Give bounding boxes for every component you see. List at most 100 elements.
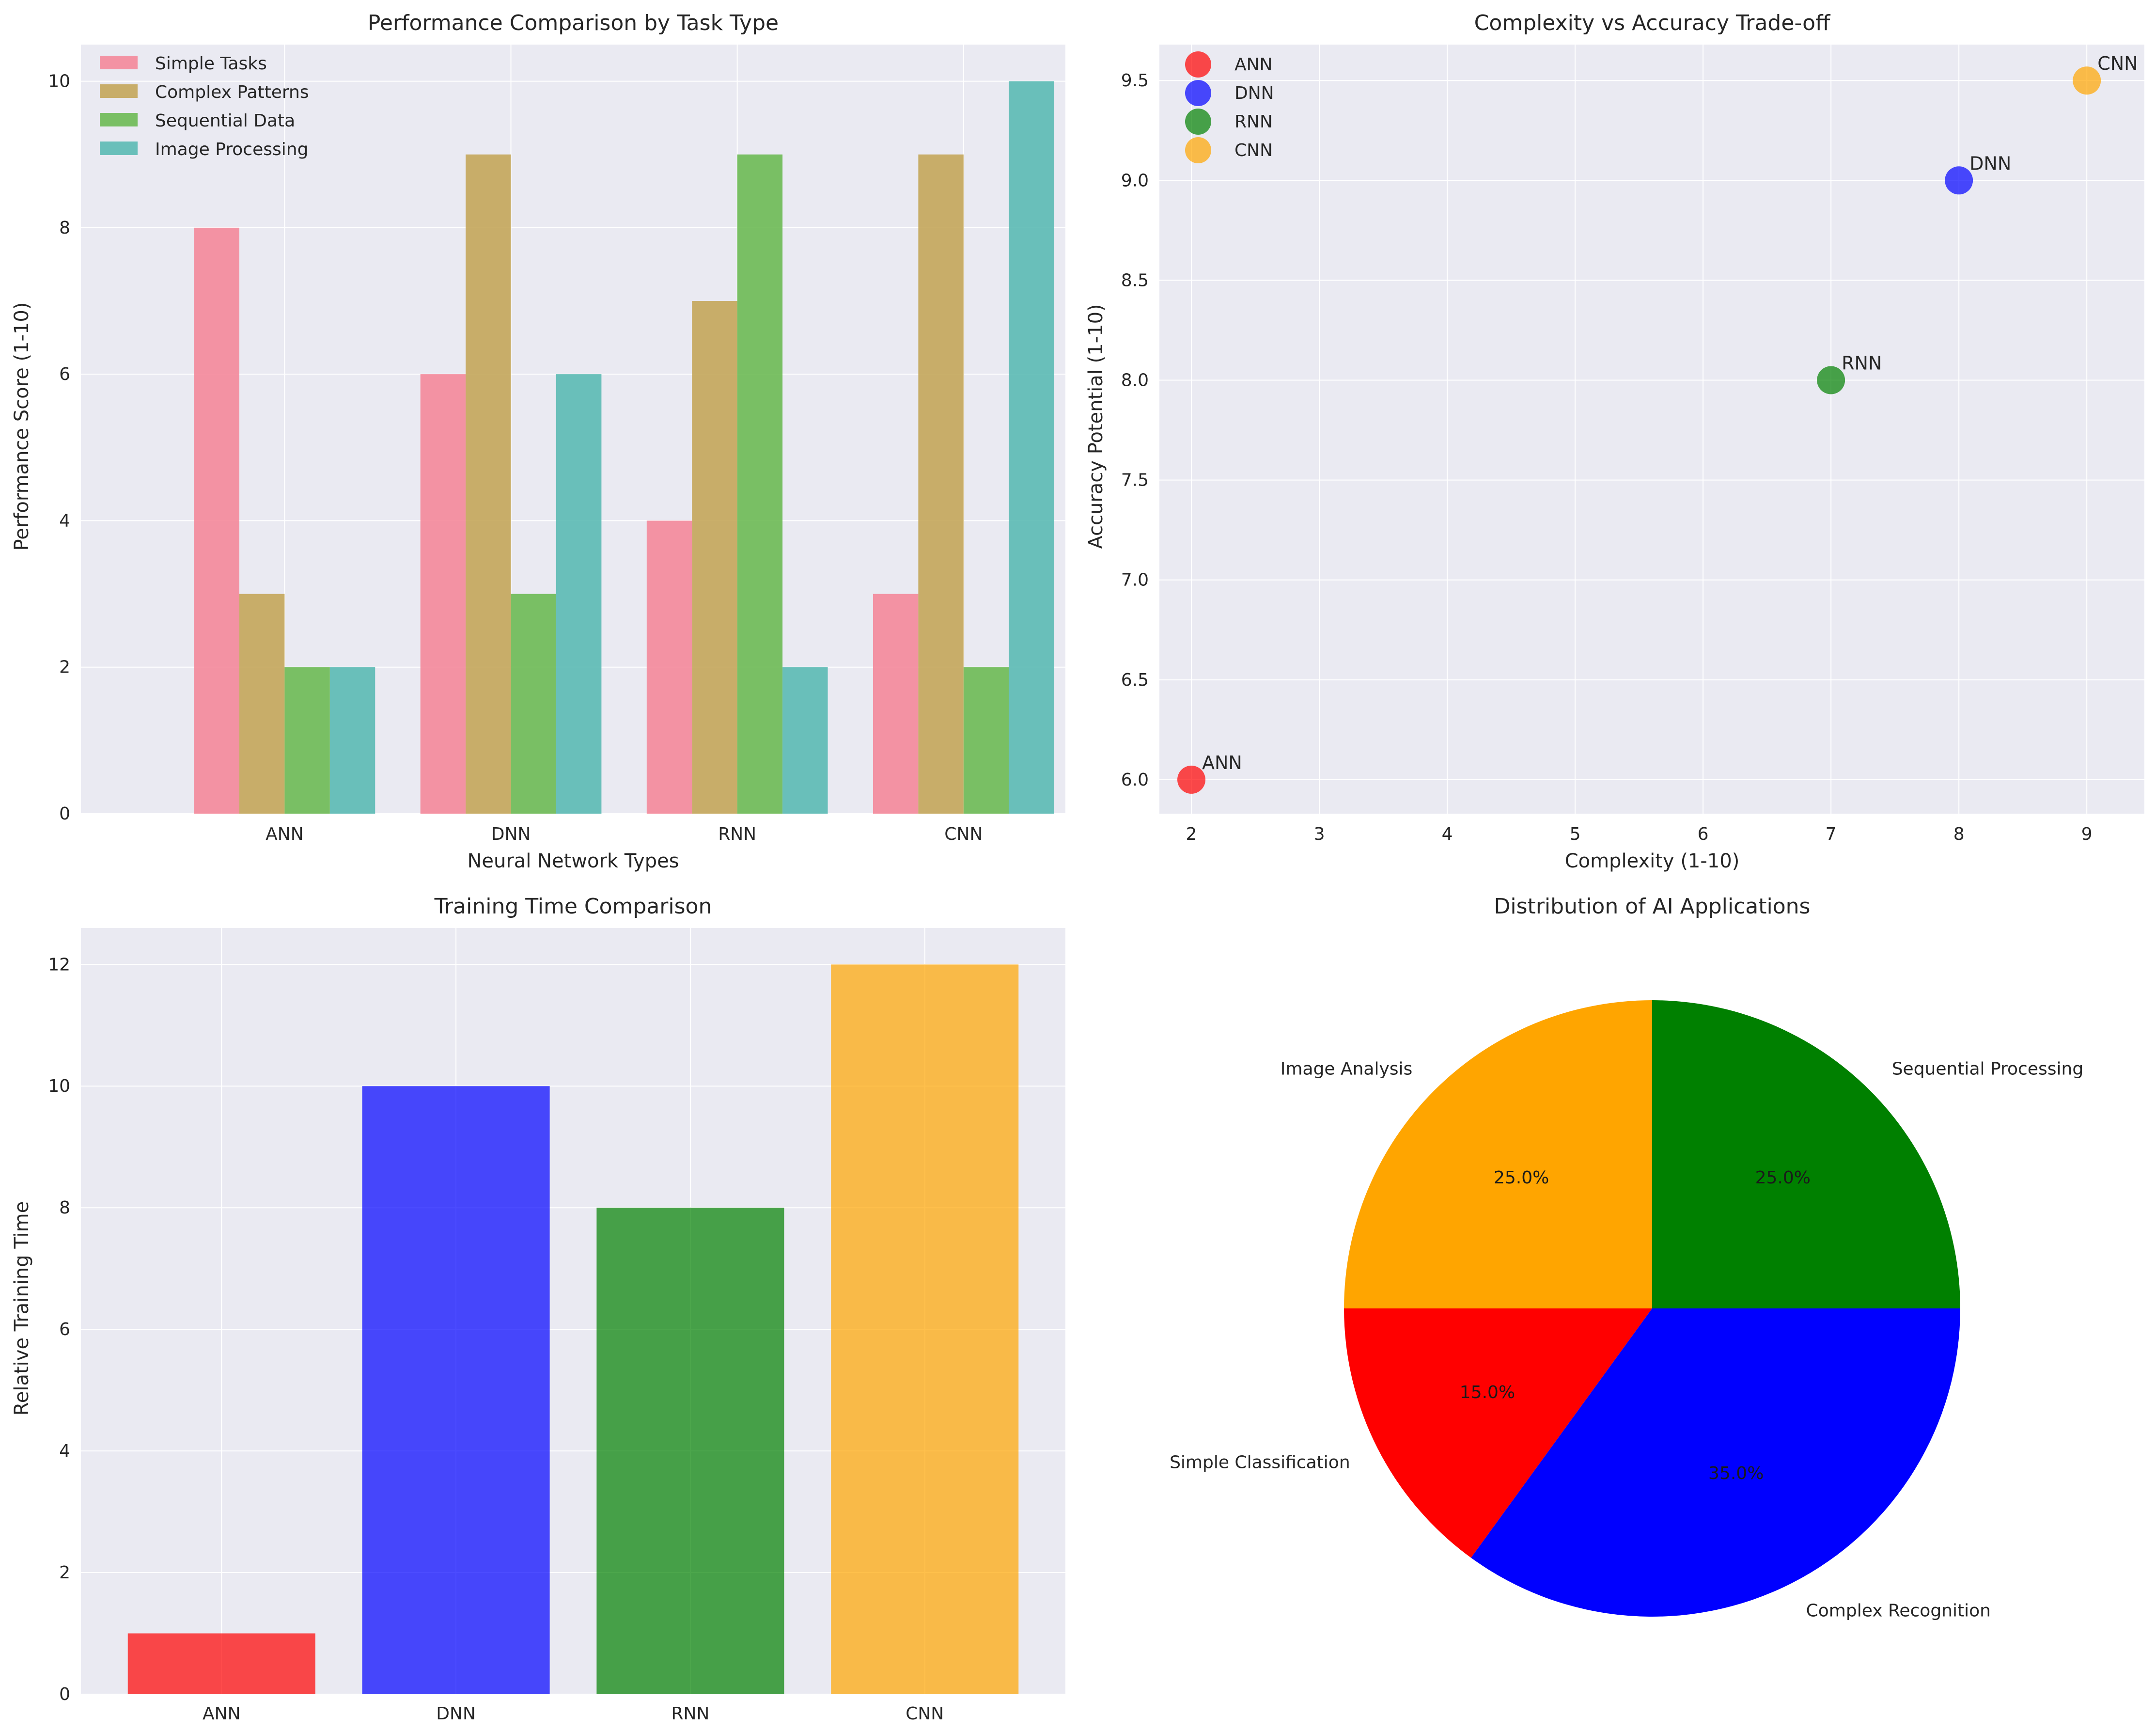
y-axis-label: Relative Training Time xyxy=(11,1201,33,1416)
bar xyxy=(737,154,783,814)
y-tick-label: 12 xyxy=(48,955,70,975)
y-tick-label: 6.0 xyxy=(1121,770,1149,790)
x-tick-label: 8 xyxy=(1953,824,1965,844)
y-tick-label: 7.0 xyxy=(1121,570,1149,590)
legend-swatch xyxy=(100,113,138,126)
point-annotation: RNN xyxy=(1842,353,1882,374)
chart-title: Performance Comparison by Task Type xyxy=(368,11,779,35)
legend-marker xyxy=(1185,137,1211,163)
y-tick-label: 2 xyxy=(59,658,70,677)
training-time-bar-chart: Training Time Comparison Relative Traini… xyxy=(11,894,1065,1724)
bar xyxy=(692,301,737,814)
bar xyxy=(420,374,466,814)
bar xyxy=(963,667,1009,814)
x-tick-label: RNN xyxy=(671,1704,709,1724)
x-tick-label: RNN xyxy=(718,824,756,844)
legend-label: Sequential Data xyxy=(155,111,295,131)
pie-slice-label: Image Analysis xyxy=(1281,1059,1413,1079)
y-tick-label: 8 xyxy=(59,1198,70,1218)
legend-label: CNN xyxy=(1234,141,1273,160)
chart-title: Distribution of AI Applications xyxy=(1494,894,1811,919)
x-tick-label: DNN xyxy=(491,824,531,844)
x-tick-label: CNN xyxy=(906,1704,944,1724)
legend-marker xyxy=(1185,109,1211,135)
bar xyxy=(831,964,1019,1694)
bar xyxy=(239,594,285,814)
point-annotation: ANN xyxy=(1202,752,1242,773)
legend-label: Complex Patterns xyxy=(155,82,309,102)
legend-label: DNN xyxy=(1234,83,1274,103)
bar xyxy=(329,667,375,814)
pie-slice-label: Sequential Processing xyxy=(1892,1059,2084,1079)
bar xyxy=(1009,81,1054,814)
y-tick-label: 4 xyxy=(59,511,70,531)
legend-label: ANN xyxy=(1234,55,1273,75)
y-tick-label: 9.0 xyxy=(1121,171,1149,190)
x-tick-label: 2 xyxy=(1186,824,1197,844)
y-tick-label: 0 xyxy=(59,1684,70,1704)
pie-percent-label: 25.0% xyxy=(1494,1168,1549,1188)
plot-area xyxy=(1159,45,2144,814)
pie-slice xyxy=(1344,1308,1652,1558)
point-annotation: CNN xyxy=(2097,53,2138,74)
pie-percent-label: 15.0% xyxy=(1460,1383,1515,1402)
y-tick-label: 0 xyxy=(59,804,70,824)
chart-title: Training Time Comparison xyxy=(434,894,712,919)
bar xyxy=(918,154,964,814)
x-tick-label: DNN xyxy=(436,1704,476,1724)
bar xyxy=(362,1086,550,1694)
pie-slice-label: Simple Classification xyxy=(1170,1453,1350,1473)
bar xyxy=(466,154,511,814)
x-tick-label: 3 xyxy=(1314,824,1325,844)
x-tick-label: 9 xyxy=(2081,824,2093,844)
legend-swatch xyxy=(100,142,138,155)
pie-percent-label: 35.0% xyxy=(1708,1463,1764,1483)
y-tick-label: 10 xyxy=(48,72,70,92)
bar xyxy=(556,374,602,814)
y-tick-label: 9.5 xyxy=(1121,71,1149,91)
x-tick-label: 4 xyxy=(1442,824,1453,844)
x-tick-label: ANN xyxy=(203,1704,241,1724)
bar xyxy=(194,227,239,814)
applications-pie-chart: Distribution of AI Applications 25.0% Ima… xyxy=(1170,894,2083,1621)
y-tick-label: 6.5 xyxy=(1121,670,1149,690)
y-tick-label: 8 xyxy=(59,218,70,238)
complexity-accuracy-scatter: Complexity vs Accuracy Trade-off Complex… xyxy=(1085,11,2144,872)
scatter-point xyxy=(1945,166,1973,195)
y-tick-label: 6 xyxy=(59,1320,70,1339)
x-tick-label: 7 xyxy=(1826,824,1837,844)
y-tick-label: 4 xyxy=(59,1441,70,1461)
y-tick-label: 10 xyxy=(48,1076,70,1096)
pie-percent-label: 25.0% xyxy=(1755,1168,1811,1188)
legend-swatch xyxy=(100,56,138,69)
pie-slice xyxy=(1652,1000,1960,1308)
x-tick-label: 6 xyxy=(1698,824,1709,844)
x-tick-label: ANN xyxy=(266,824,304,844)
legend-label: Image Processing xyxy=(155,140,308,159)
y-tick-label: 7.5 xyxy=(1121,471,1149,490)
y-axis-label: Performance Score (1-10) xyxy=(11,302,33,551)
point-annotation: DNN xyxy=(1969,153,2011,174)
scatter-point xyxy=(1177,765,1206,794)
bar xyxy=(873,594,919,814)
scatter-point xyxy=(2073,66,2101,95)
y-tick-label: 8.0 xyxy=(1121,371,1149,391)
x-axis-label: Complexity (1-10) xyxy=(1565,850,1740,872)
legend-label: Simple Tasks xyxy=(155,54,267,74)
y-tick-label: 8.5 xyxy=(1121,270,1149,290)
bar xyxy=(782,667,828,814)
y-tick-label: 6 xyxy=(59,364,70,384)
legend-marker xyxy=(1185,51,1211,78)
bar xyxy=(511,594,556,814)
legend-swatch xyxy=(100,84,138,98)
pie-slice xyxy=(1344,1000,1652,1308)
bar xyxy=(284,667,330,814)
bar xyxy=(646,520,692,814)
bar xyxy=(127,1633,315,1694)
legend-marker xyxy=(1185,80,1211,106)
y-tick-label: 2 xyxy=(59,1563,70,1583)
x-axis-label: Neural Network Types xyxy=(467,850,679,872)
bar xyxy=(596,1208,784,1694)
scatter-point xyxy=(1817,366,1845,394)
